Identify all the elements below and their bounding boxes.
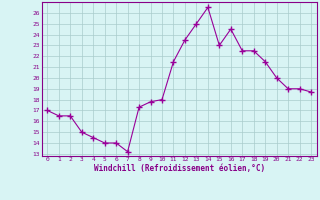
X-axis label: Windchill (Refroidissement éolien,°C): Windchill (Refroidissement éolien,°C) [94, 164, 265, 173]
